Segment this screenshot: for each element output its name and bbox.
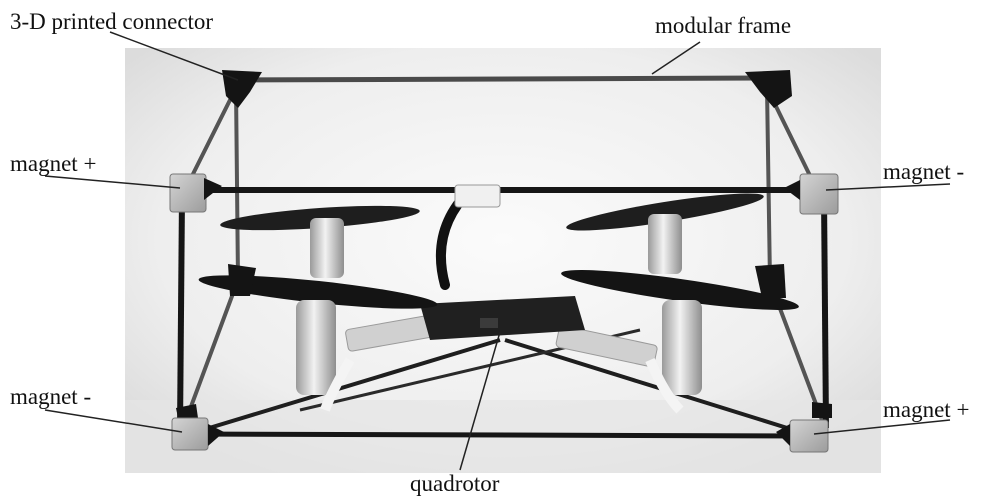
leader-quadrotor	[459, 331, 501, 471]
top-frame-rod	[235, 75, 768, 83]
leader-magnet-minus-right	[825, 183, 951, 191]
board-chip	[480, 318, 498, 328]
connector-mid-left-cap	[204, 178, 222, 200]
connector-back-right	[755, 264, 786, 298]
front-left-propeller	[198, 275, 438, 309]
quadrotor-arms	[345, 312, 658, 368]
leader-lines	[44, 31, 951, 471]
front-right-motor	[662, 300, 702, 395]
connector-bottom-right-lower	[812, 402, 832, 418]
left-landing-leg	[320, 357, 355, 412]
leader-frame	[651, 41, 701, 75]
connector-top-left	[222, 70, 262, 108]
leader-connector	[109, 31, 239, 81]
rear-right-propeller	[566, 193, 764, 231]
label-magnet-plus-right: magnet +	[883, 397, 970, 422]
connector-mid-right-cap	[784, 180, 800, 200]
right-landing-leg	[645, 358, 684, 414]
rear-right-motor	[648, 214, 682, 274]
magnet-block-mid-right	[799, 173, 839, 215]
connector-bottom-left-cap	[208, 424, 224, 446]
corner-connectors	[176, 70, 832, 418]
connector-back-left	[228, 264, 256, 296]
label-magnet-plus-left: magnet +	[10, 151, 97, 176]
leader-magnet-minus-left	[44, 409, 183, 433]
front-right-propeller	[561, 270, 799, 310]
magnet-block-mid-left	[169, 173, 207, 213]
connector-top-right	[745, 70, 792, 108]
rear-left-motor	[310, 218, 344, 278]
battery-connector	[454, 184, 501, 208]
label-magnet-minus-left: magnet -	[10, 384, 92, 409]
bottom-diagonal-2	[504, 338, 801, 434]
bottom-diagonal-1	[195, 338, 501, 434]
label-quadrotor: quadrotor	[410, 471, 500, 496]
bottom-frame-rod	[187, 431, 807, 439]
connector-bottom-right-cap	[776, 424, 790, 446]
label-3d-printed-connector: 3-D printed connector	[10, 9, 214, 34]
magnet-block-bottom-right	[789, 419, 829, 453]
front-left-rod	[177, 195, 185, 431]
label-modular-frame: modular frame	[655, 13, 792, 38]
front-left-motor	[296, 300, 336, 395]
connector-bottom-left-lower	[176, 404, 198, 418]
front-right-rod	[821, 195, 829, 429]
magnet-blocks	[169, 173, 839, 453]
magnet-block-bottom-left	[171, 417, 209, 451]
label-magnet-minus-right: magnet -	[883, 159, 965, 184]
leader-magnet-plus-right	[813, 419, 951, 435]
leader-magnet-plus-left	[44, 175, 181, 189]
flight-controller-board	[420, 296, 585, 340]
